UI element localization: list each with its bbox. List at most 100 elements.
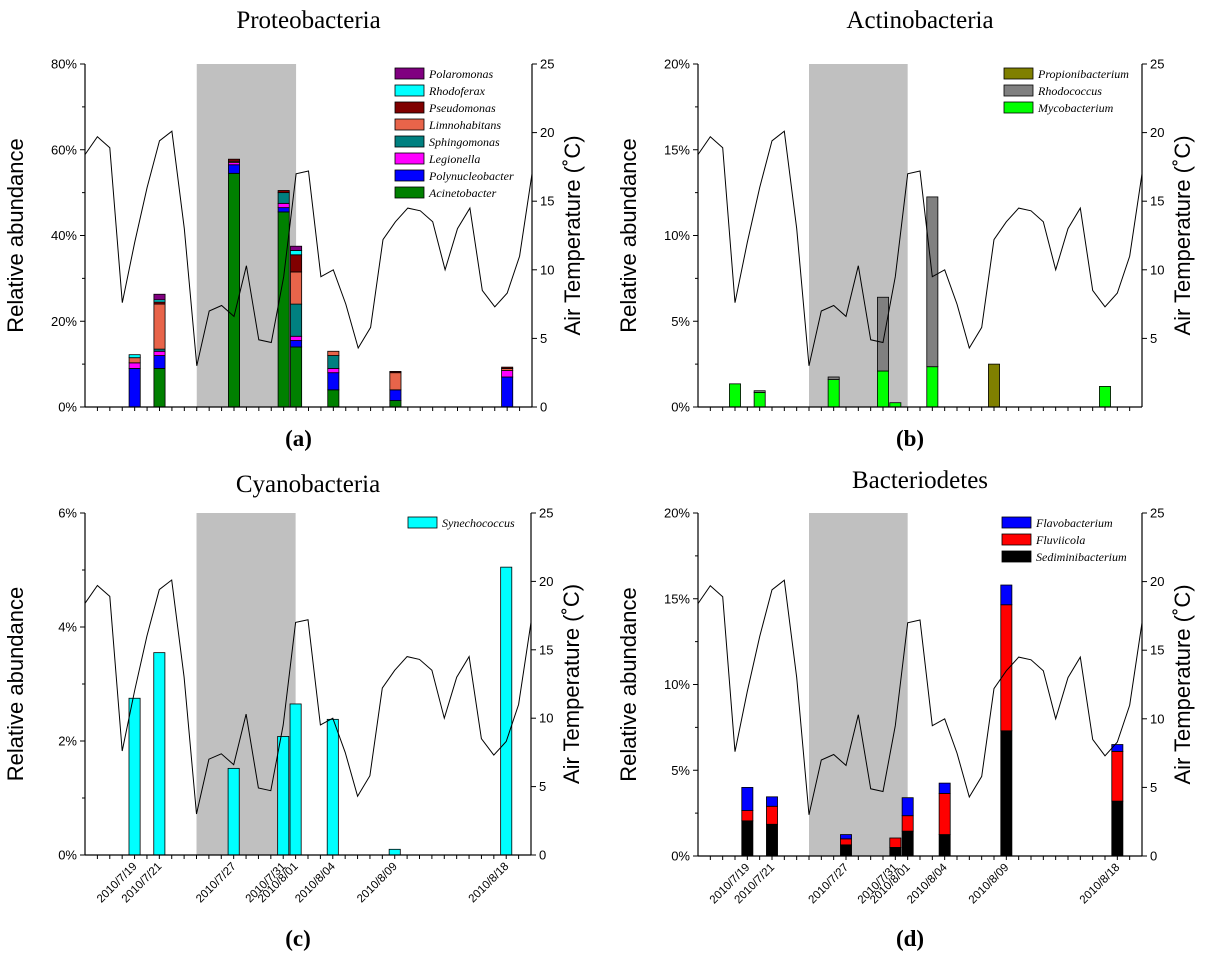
y-axis-label: Relative abundance: [616, 138, 641, 332]
panel-label: (a): [285, 426, 312, 451]
y-axis-label: Relative abundance: [3, 587, 28, 781]
bar-segment-c-7: [500, 566, 513, 856]
y2-tick-label: 10: [540, 262, 554, 277]
y2-tick-label: 20: [1150, 125, 1164, 140]
temperature-line: [697, 130, 1143, 366]
bar-segment-a-6: [389, 372, 402, 391]
y-tick-label: 2%: [58, 734, 77, 749]
legend-label: Limnohabitans: [428, 118, 501, 132]
bar-segment-d-1: [766, 796, 778, 807]
bar-segment-a-3: [277, 190, 290, 194]
y-tick-label: 20%: [664, 506, 690, 521]
bar-segment-a-4: [290, 254, 303, 273]
bar-segment-a-1: [153, 293, 166, 301]
bar-segment-b-2: [827, 376, 840, 380]
bar-segment-b-7: [1099, 386, 1111, 408]
y-tick-label: 20%: [664, 57, 690, 72]
bar-segment-a-5: [327, 372, 340, 391]
bar-segment-a-7: [501, 366, 514, 369]
legend-swatch: [394, 186, 425, 199]
y-axis-label: Relative abundance: [616, 587, 641, 781]
bar-segment-d-3: [889, 847, 902, 857]
x-date-label: 2010/8/18: [1078, 862, 1123, 907]
legend-swatch: [1001, 550, 1032, 563]
y2-tick-label: 5: [1150, 780, 1157, 795]
legend-label: Mycobacterium: [1037, 101, 1114, 115]
bar-segment-a-2: [228, 172, 240, 408]
y2-tick-label: 20: [539, 574, 553, 589]
bar-segment-d-3: [889, 837, 902, 848]
legend-swatch: [394, 152, 425, 165]
y-tick-label: 4%: [58, 620, 77, 635]
y-tick-label: 10%: [664, 677, 690, 692]
bar-segment-d-0: [741, 810, 754, 822]
y2-axis-label: Air Temperature (˚C): [559, 584, 584, 784]
bar-segment-a-5: [327, 368, 340, 374]
bar-segment-d-7: [1111, 750, 1124, 802]
bar-segment-a-1: [153, 303, 166, 350]
bar-segment-a-1: [153, 350, 166, 356]
y2-axis-label: Air Temperature (˚C): [1170, 584, 1195, 784]
legend-swatch: [1001, 516, 1032, 529]
chart-title: Bacteriodetes: [852, 467, 988, 494]
bar-segment-a-1: [153, 368, 166, 408]
legend-label: Pseudomonas: [428, 101, 496, 115]
panel-c: 0% 2% 4% 6% 0 5 10 15 20 25 Cyanobacteria Relative …: [3, 471, 584, 951]
bar-segment-d-2: [840, 834, 852, 840]
y-tick-label: 10%: [664, 228, 690, 243]
y2-tick-label: 15: [1150, 643, 1164, 658]
y-tick-label: 15%: [664, 142, 690, 157]
bar-segment-d-5: [938, 782, 951, 794]
legend-label: Fluviicola: [1035, 533, 1085, 547]
chart-title: Cyanobacteria: [236, 471, 380, 498]
x-date-label: 2010/8/04: [293, 860, 338, 905]
bar-segment-a-5: [327, 389, 340, 408]
bar-segment-d-1: [766, 823, 778, 857]
bar-segment-d-0: [741, 787, 754, 811]
bar-segment-c-1: [153, 652, 166, 856]
legend-swatch: [394, 169, 425, 182]
y2-tick-label: 20: [1150, 574, 1164, 589]
bar-segment-d-2: [840, 844, 852, 857]
legend-label: Acinetobacter: [428, 186, 497, 200]
legend-label: Polynucleobacter: [428, 169, 514, 183]
legend-swatch: [394, 84, 425, 97]
legend-swatch: [394, 118, 425, 131]
legend-label: Sediminibacterium: [1036, 550, 1127, 564]
x-date-label: 2010/8/18: [467, 861, 512, 906]
y-tick-label: 0%: [671, 400, 690, 415]
y2-tick-label: 0: [540, 400, 547, 415]
legend-label: Polaromonas: [428, 67, 494, 81]
bar-segment-d-5: [938, 793, 951, 835]
panel-label: (d): [896, 926, 924, 951]
x-date-label: 2010/7/27: [194, 861, 239, 906]
temperature-line: [84, 130, 533, 366]
y2-tick-label: 25: [540, 57, 554, 72]
y2-tick-label: 25: [1150, 57, 1164, 72]
bar-segment-a-1: [153, 355, 166, 369]
panel-a: 0% 20% 40% 60% 80% 0 5 10 15 20 25 Proteobacteria Re…: [3, 7, 585, 451]
legend-swatch: [394, 67, 425, 80]
bar-segment-d-4: [901, 830, 914, 857]
bar-segment-a-3: [277, 192, 290, 204]
y2-tick-label: 25: [1150, 506, 1164, 521]
y-tick-label: 6%: [58, 506, 77, 521]
bar-segment-b-6: [988, 363, 1000, 408]
bar-segment-d-6: [1000, 730, 1013, 857]
y2-tick-label: 5: [539, 779, 546, 794]
y2-tick-label: 15: [539, 642, 553, 657]
y-tick-label: 40%: [51, 228, 77, 243]
bar-segment-d-0: [741, 820, 754, 857]
bar-segment-a-2: [228, 158, 240, 162]
y-tick-label: 0%: [671, 849, 690, 864]
bar-segment-b-5: [926, 366, 939, 408]
bar-segment-d-4: [901, 815, 914, 832]
bar-segment-c-2: [227, 767, 240, 856]
bar-segment-a-7: [501, 370, 514, 378]
bar-segment-a-4: [290, 245, 303, 251]
bar-segment-a-6: [389, 400, 402, 408]
y2-tick-label: 25: [539, 506, 553, 521]
bar-segment-a-7: [501, 376, 514, 408]
x-date-label: 2010/8/04: [905, 861, 950, 906]
bar-segment-d-7: [1111, 744, 1124, 752]
